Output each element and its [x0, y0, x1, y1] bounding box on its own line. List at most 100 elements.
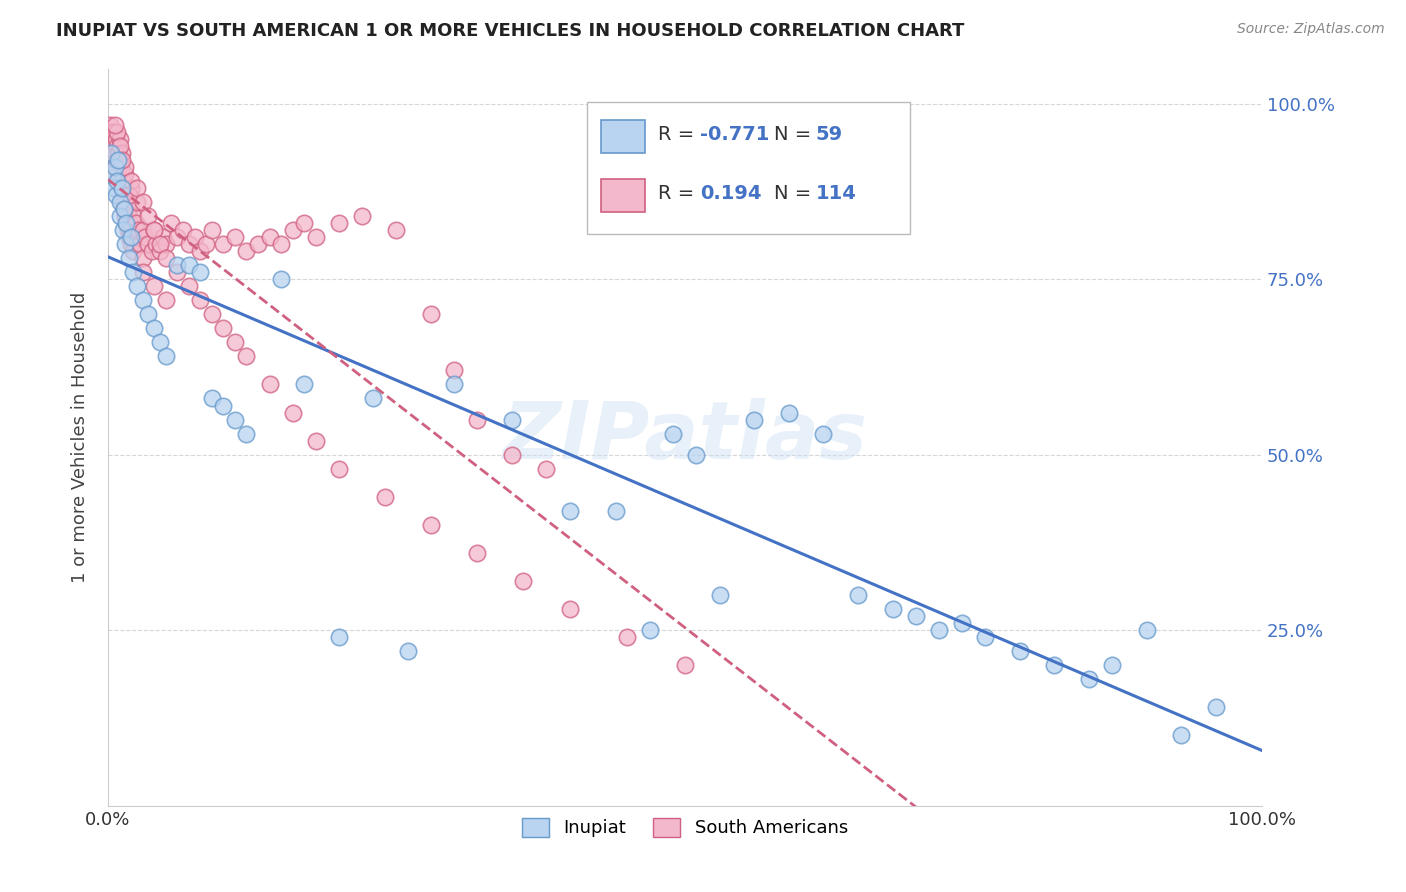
Point [101, 167, 124, 181]
Point [443, 363, 465, 377]
Point [465, 412, 488, 426]
Point [950, 616, 973, 631]
Point [328, 216, 350, 230]
Point [259, 230, 281, 244]
Point [1043, 658, 1066, 673]
Point [112, 202, 135, 216]
Point [104, 160, 127, 174]
Point [904, 609, 927, 624]
Point [103, 181, 125, 195]
Point [558, 602, 581, 616]
Point [270, 237, 292, 252]
Point [110, 181, 132, 195]
Point [212, 399, 235, 413]
Point [108, 194, 131, 209]
Point [512, 574, 534, 588]
Point [115, 216, 138, 230]
Point [363, 392, 385, 406]
Point [108, 132, 131, 146]
Point [111, 187, 134, 202]
Point [166, 258, 188, 272]
Point [281, 223, 304, 237]
Text: 114: 114 [815, 185, 856, 203]
Point [125, 230, 148, 244]
Point [138, 209, 160, 223]
Point [385, 223, 408, 237]
Point [114, 167, 136, 181]
Point [104, 145, 127, 160]
Point [141, 244, 163, 258]
Point [1077, 673, 1099, 687]
Point [111, 145, 134, 160]
Point [350, 209, 373, 223]
Point [117, 202, 139, 216]
Text: 0.194: 0.194 [700, 185, 762, 203]
Point [501, 448, 523, 462]
Point [270, 272, 292, 286]
Point [281, 405, 304, 419]
Point [131, 223, 153, 237]
Point [188, 244, 211, 258]
Point [305, 230, 328, 244]
Point [125, 216, 148, 230]
Point [105, 132, 128, 146]
Point [149, 335, 172, 350]
Point [177, 258, 200, 272]
Point [127, 223, 149, 237]
Point [778, 405, 800, 419]
Point [685, 448, 707, 462]
FancyBboxPatch shape [586, 102, 910, 235]
Point [443, 377, 465, 392]
Point [673, 658, 696, 673]
Point [928, 623, 950, 637]
Point [120, 230, 142, 244]
Text: INUPIAT VS SOUTH AMERICAN 1 OR MORE VEHICLES IN HOUSEHOLD CORRELATION CHART: INUPIAT VS SOUTH AMERICAN 1 OR MORE VEHI… [56, 22, 965, 40]
Point [1135, 623, 1157, 637]
Bar [600, 179, 644, 212]
Point [118, 209, 141, 223]
Point [465, 546, 488, 560]
Text: ZIPatlas: ZIPatlas [502, 398, 868, 476]
Point [118, 251, 141, 265]
Point [235, 244, 257, 258]
Point [183, 230, 205, 244]
Point [105, 138, 128, 153]
Point [111, 223, 134, 237]
Point [118, 216, 141, 230]
Point [246, 237, 269, 252]
Point [105, 187, 128, 202]
Point [122, 265, 145, 279]
Point [212, 321, 235, 335]
Point [143, 223, 166, 237]
Point [152, 230, 174, 244]
Point [125, 279, 148, 293]
Point [134, 230, 156, 244]
Point [235, 426, 257, 441]
Point [122, 244, 145, 258]
Point [709, 588, 731, 602]
Point [155, 350, 177, 364]
Point [195, 237, 218, 252]
Point [131, 265, 153, 279]
Point [501, 412, 523, 426]
Point [155, 237, 177, 252]
Point [112, 202, 135, 216]
Point [292, 377, 315, 392]
Point [108, 138, 131, 153]
Point [101, 132, 124, 146]
Point [188, 293, 211, 308]
Text: 59: 59 [815, 126, 842, 145]
Point [107, 145, 129, 160]
Text: Source: ZipAtlas.com: Source: ZipAtlas.com [1237, 22, 1385, 37]
Point [111, 174, 134, 188]
Point [201, 392, 224, 406]
Point [172, 223, 194, 237]
Point [129, 237, 152, 252]
Point [143, 223, 166, 237]
Point [111, 181, 134, 195]
Point [103, 138, 125, 153]
Point [374, 490, 396, 504]
Point [155, 293, 177, 308]
Point [224, 230, 246, 244]
Point [177, 279, 200, 293]
